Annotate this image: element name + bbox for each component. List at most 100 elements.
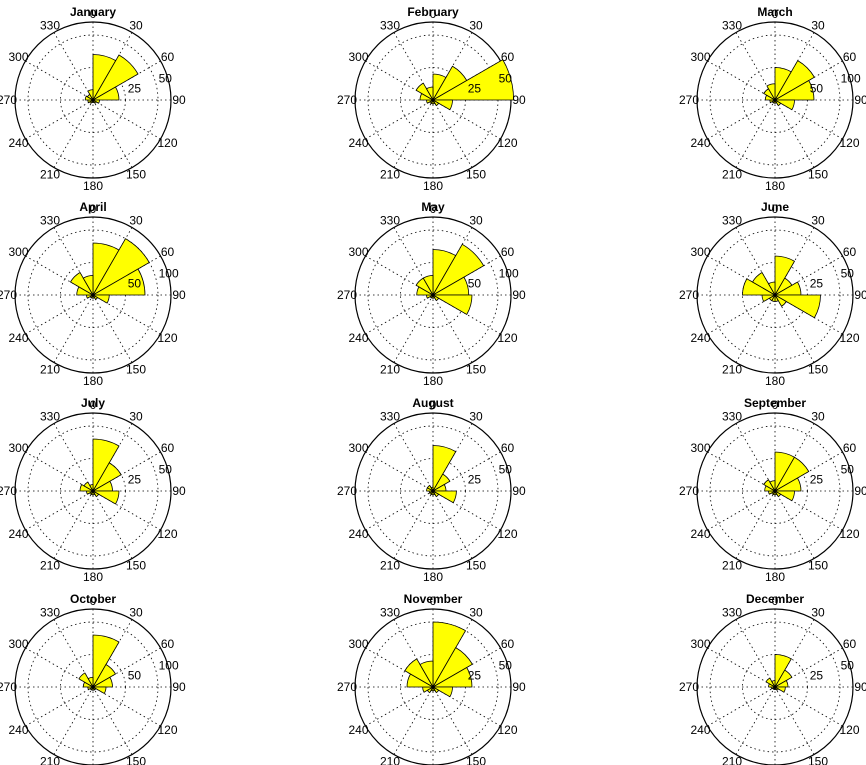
angle-tick-label: 210 [380, 559, 400, 573]
rose-bar [751, 271, 777, 297]
angle-tick-label: 120 [157, 136, 177, 150]
angle-tick-label: 210 [40, 559, 60, 573]
angle-tick-label: 180 [83, 179, 103, 193]
angle-tick-label: 60 [501, 50, 515, 64]
angle-tick-label: 60 [843, 245, 857, 259]
angle-tick-label: 150 [466, 363, 486, 377]
rose-chart-may: 0 30 60 90 120 150 180 210 240 270 300 330 50 100 May [337, 200, 526, 388]
spoke-line [365, 686, 434, 727]
angle-tick-label: 30 [129, 19, 143, 33]
angle-tick-label: 180 [423, 570, 443, 584]
angle-tick-label: 330 [722, 606, 742, 620]
angle-tick-label: 180 [765, 179, 785, 193]
outer-circle [696, 608, 854, 765]
rose-bar [419, 660, 434, 689]
angle-tick-label: 300 [8, 637, 28, 651]
angle-tick-label: 90 [512, 93, 526, 107]
spoke-line [365, 451, 434, 492]
rose-bar [773, 456, 810, 493]
radial-tick-label: 50 [128, 277, 142, 291]
rose-bar [425, 86, 434, 102]
rose-bar [432, 621, 467, 689]
angle-tick-label: 30 [129, 214, 143, 228]
outer-circle [696, 21, 854, 179]
rose-bar [431, 294, 473, 316]
rose-bar [773, 294, 821, 319]
angle-tick-label: 120 [497, 723, 517, 737]
angle-tick-label: 210 [722, 559, 742, 573]
angle-tick-label: 180 [83, 374, 103, 388]
ring-line [27, 229, 159, 361]
rose-chart-april: 0 30 60 90 120 150 180 210 240 270 300 330 50 100 Apri… [0, 200, 186, 388]
angle-tick-label: 0 [430, 7, 437, 21]
ring-line [742, 654, 808, 720]
radial-tick-label: 25 [810, 669, 824, 683]
angle-tick-label: 300 [690, 245, 710, 259]
radial-tick-label: 50 [841, 659, 855, 673]
rose-bar [773, 669, 793, 689]
rose-bar [89, 484, 94, 493]
spoke-line [735, 99, 776, 168]
angle-tick-label: 150 [126, 363, 146, 377]
spoke-line [25, 99, 94, 140]
angle-tick-label: 0 [772, 594, 779, 608]
angle-tick-label: 120 [497, 331, 517, 345]
rose-chart-january: 0 30 60 90 120 150 180 210 240 270 300 330 25 50 Janua… [0, 5, 186, 193]
rose-bar [91, 490, 120, 505]
angle-tick-label: 270 [337, 288, 357, 302]
spoke-line [53, 423, 94, 492]
rose-bar [431, 473, 451, 493]
outer-circle [14, 21, 172, 179]
spoke-line [25, 294, 94, 335]
rose-bar [431, 59, 515, 101]
radial-tick-label: 25 [128, 82, 142, 96]
spoke-line [365, 294, 434, 335]
rose-bar [774, 255, 796, 297]
rose-bar [742, 278, 777, 296]
outer-circle [14, 608, 172, 765]
ring-line [27, 621, 159, 753]
angle-tick-label: 30 [811, 410, 825, 424]
rose-chart-june: 0 30 60 90 120 150 180 210 240 270 300 330 25 50 June [679, 200, 866, 388]
chart-title: October [70, 592, 116, 606]
angle-tick-label: 60 [161, 245, 175, 259]
spoke-line [25, 490, 94, 531]
rose-chart-july: 0 30 60 90 120 150 180 210 240 270 300 330 25 50 July [0, 396, 186, 584]
angle-tick-label: 60 [501, 441, 515, 455]
rose-bar [91, 676, 113, 688]
radial-tick-label: 25 [810, 277, 824, 291]
angle-tick-label: 150 [808, 168, 828, 182]
radial-tick-label: 25 [468, 82, 482, 96]
angle-tick-label: 300 [348, 441, 368, 455]
spoke-line [92, 99, 133, 168]
spoke-line [774, 686, 815, 755]
angle-tick-label: 90 [172, 288, 186, 302]
chart-title: December [746, 592, 804, 606]
ring-line [709, 425, 841, 557]
rose-chart-october: 030609012015018021024027030033050100Octo… [0, 592, 186, 765]
rose-bar [82, 275, 94, 297]
spoke-line [774, 490, 815, 559]
angle-tick-label: 330 [40, 606, 60, 620]
angle-tick-label: 330 [722, 19, 742, 33]
rose-bar [87, 89, 94, 102]
spoke-line [92, 99, 161, 140]
angle-tick-label: 180 [423, 179, 443, 193]
spoke-line [432, 686, 473, 755]
angle-tick-label: 330 [40, 410, 60, 424]
rose-bar [91, 462, 122, 493]
rose-bar [91, 489, 100, 498]
ring-line [742, 458, 808, 524]
rose-bar [91, 268, 146, 296]
spoke-line [774, 686, 843, 727]
chart-title: July [81, 396, 105, 410]
angle-tick-label: 30 [469, 410, 483, 424]
radial-tick-label: 50 [499, 463, 513, 477]
spoke-line [25, 686, 94, 727]
angle-tick-label: 120 [839, 527, 859, 541]
rose-bar [78, 672, 95, 689]
rose-bar [769, 480, 776, 493]
spoke-line [393, 294, 434, 363]
angle-tick-label: 0 [90, 202, 97, 216]
rose-bar [773, 98, 782, 107]
